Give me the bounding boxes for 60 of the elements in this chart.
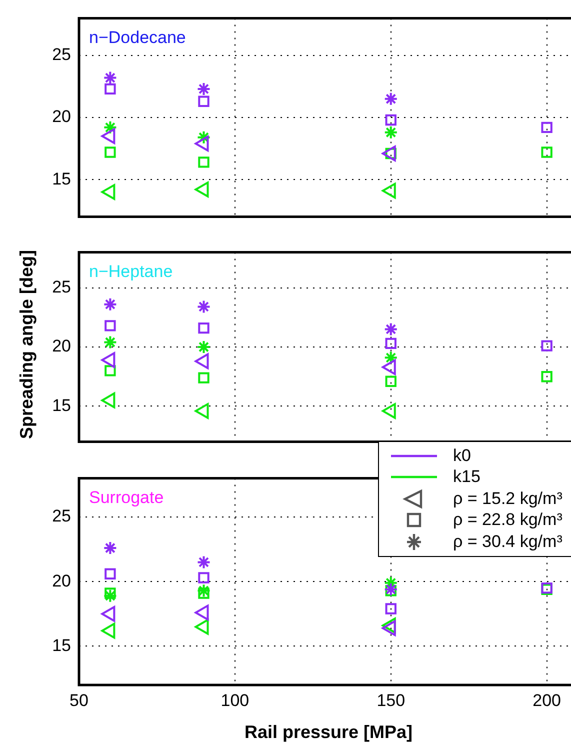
point (385, 603, 396, 614)
point (384, 92, 398, 106)
point (104, 568, 116, 580)
legend-label: ρ = 22.8 kg/m³ (453, 510, 562, 530)
y-tick-label: 15 (52, 636, 71, 655)
y-tick-label: 20 (52, 336, 71, 356)
text: n−Heptane (89, 262, 173, 281)
x-tick-label: 150 (376, 690, 406, 710)
x-tick-label: 50 (70, 690, 88, 710)
legend-label: k15 (453, 467, 480, 488)
point (384, 582, 398, 596)
legend-label: ρ = 30.4 kg/m³ (453, 532, 562, 552)
point (103, 120, 118, 134)
point (104, 365, 116, 376)
point (384, 350, 398, 365)
point (104, 320, 116, 332)
text: n−Dodecane (89, 28, 186, 47)
legend-label: k0 (453, 446, 471, 466)
point (385, 114, 396, 126)
x-tick-label: 100 (220, 690, 250, 710)
point (384, 322, 398, 336)
point (541, 340, 552, 352)
text: Surrogate (89, 488, 164, 507)
y-tick-label: 15 (52, 169, 71, 188)
y-tick-label: 20 (52, 571, 71, 590)
point (541, 146, 552, 158)
point (384, 125, 398, 140)
point (196, 82, 211, 96)
y-tick-label: 20 (52, 107, 71, 126)
x-tick-label: 200 (532, 690, 561, 710)
point (104, 588, 116, 599)
point (541, 371, 552, 382)
y-tick-label: 25 (52, 277, 71, 296)
y-tick-label: 25 (52, 45, 71, 64)
point (385, 585, 396, 596)
point (103, 70, 118, 85)
point (103, 588, 118, 603)
x-axis-title: Rail pressure [MPa] (244, 722, 413, 742)
point (198, 588, 210, 599)
point (103, 540, 118, 555)
point (103, 335, 118, 350)
y-axis-title: Spreading angle [deg] (16, 248, 38, 442)
point (196, 340, 211, 354)
point (198, 156, 210, 168)
point (541, 122, 552, 134)
point (198, 572, 210, 584)
point (104, 146, 116, 158)
point (196, 300, 211, 314)
y-tick-label: 15 (52, 396, 71, 415)
point (385, 376, 396, 387)
legend-label: ρ = 15.2 kg/m³ (453, 488, 562, 509)
point (198, 96, 210, 107)
point (198, 372, 210, 384)
point (385, 338, 396, 350)
y-tick-label: 25 (52, 506, 71, 526)
point (104, 83, 116, 95)
point (196, 555, 211, 570)
point (103, 297, 118, 312)
point (196, 584, 211, 598)
point (198, 322, 210, 334)
